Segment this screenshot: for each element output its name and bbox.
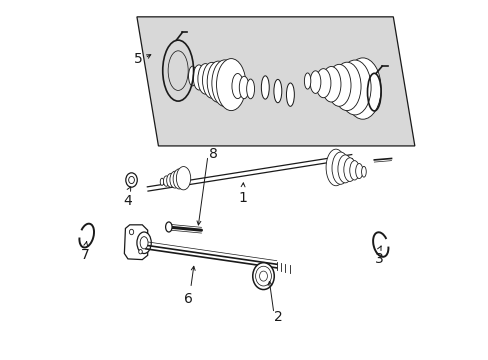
Ellipse shape — [309, 71, 320, 93]
Ellipse shape — [273, 80, 281, 103]
Ellipse shape — [231, 73, 243, 99]
Ellipse shape — [207, 61, 229, 102]
Ellipse shape — [173, 169, 185, 189]
Ellipse shape — [343, 158, 355, 181]
Ellipse shape — [321, 67, 340, 102]
Ellipse shape — [246, 79, 254, 99]
Ellipse shape — [259, 271, 267, 281]
Ellipse shape — [338, 60, 370, 115]
Ellipse shape — [286, 83, 294, 106]
Ellipse shape — [252, 263, 274, 289]
Ellipse shape — [261, 76, 269, 99]
Ellipse shape — [160, 178, 163, 185]
Ellipse shape — [188, 66, 196, 86]
Polygon shape — [137, 17, 414, 146]
Ellipse shape — [361, 166, 366, 177]
Ellipse shape — [332, 62, 360, 111]
Text: 8: 8 — [208, 147, 217, 161]
Text: 3: 3 — [374, 252, 383, 266]
Ellipse shape — [211, 60, 237, 107]
Ellipse shape — [304, 73, 310, 89]
Text: 7: 7 — [81, 248, 89, 262]
Ellipse shape — [125, 173, 137, 187]
Polygon shape — [124, 225, 147, 260]
Ellipse shape — [331, 152, 348, 184]
Ellipse shape — [165, 222, 172, 232]
Ellipse shape — [129, 229, 133, 235]
Ellipse shape — [176, 167, 190, 190]
Ellipse shape — [349, 161, 359, 180]
Ellipse shape — [169, 171, 180, 188]
Ellipse shape — [315, 69, 330, 98]
Ellipse shape — [128, 176, 134, 184]
Text: 5: 5 — [133, 52, 142, 66]
Ellipse shape — [255, 266, 271, 286]
Ellipse shape — [355, 163, 362, 179]
Ellipse shape — [202, 62, 221, 98]
Text: 4: 4 — [123, 194, 132, 208]
Ellipse shape — [137, 232, 151, 253]
Ellipse shape — [193, 65, 204, 90]
Text: 1: 1 — [238, 192, 246, 206]
Ellipse shape — [337, 155, 352, 183]
Ellipse shape — [139, 249, 142, 254]
Ellipse shape — [216, 59, 245, 111]
Text: 6: 6 — [184, 292, 193, 306]
Ellipse shape — [140, 237, 148, 249]
Ellipse shape — [325, 149, 345, 186]
Ellipse shape — [239, 76, 248, 99]
Ellipse shape — [166, 174, 174, 187]
Text: 2: 2 — [273, 310, 282, 324]
Ellipse shape — [344, 58, 380, 119]
Ellipse shape — [163, 176, 169, 186]
Ellipse shape — [326, 64, 350, 106]
Ellipse shape — [198, 64, 212, 94]
